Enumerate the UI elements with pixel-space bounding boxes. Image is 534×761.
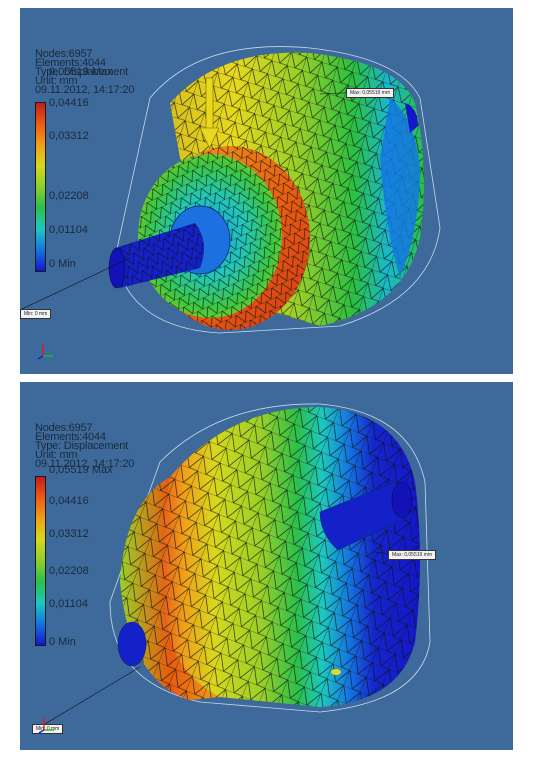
viewport-bottom[interactable]: Nodes:6957 Elements:4044 Type: Displacem… — [20, 382, 513, 750]
unit-label: Unit: mm — [35, 449, 78, 461]
axis-triad-icon[interactable] — [37, 342, 55, 360]
info-block: Nodes:6957 Elements:4044 Type: Displacem… — [35, 422, 135, 470]
result-type: Type: Displacement — [35, 440, 128, 452]
max-probe-label[interactable]: Max: 0,05519 mm — [346, 88, 395, 98]
load-marker-icon — [331, 669, 341, 675]
nodes-count: Nodes:6957 — [35, 48, 93, 60]
legend-max: 0,05519 Max — [49, 464, 113, 476]
min-probe-label[interactable]: Min: 0 mm — [20, 309, 52, 319]
legend-value-1: 0,01104 — [49, 224, 88, 236]
low-displacement-zone — [380, 98, 420, 278]
unit-label: Unit: mm — [35, 75, 78, 87]
info-block: Nodes:6957 Elements:4044 Type: Displacem… — [35, 48, 135, 96]
model-outline — [114, 46, 441, 334]
legend-value-4: 0,04416 — [49, 97, 89, 109]
result-type: Type: Displacement — [35, 66, 128, 78]
elements-count: Elements:4044 — [35, 431, 106, 443]
legend-max: 0,05519 Max — [49, 66, 113, 78]
axis-triad-icon[interactable] — [38, 716, 56, 734]
color-legend-bar — [35, 102, 46, 272]
nodes-count: Nodes:6957 — [35, 422, 93, 434]
model-outline — [109, 403, 431, 713]
elements-count: Elements:4044 — [35, 57, 106, 69]
legend-min: 0 Min — [49, 258, 76, 270]
legend-value-2: 0,02208 — [49, 565, 89, 577]
timestamp: 09.11.2012, 14:17:20 — [35, 84, 135, 96]
load-arrow-icon — [205, 77, 214, 134]
housing-mesh — [163, 407, 421, 707]
min-region — [405, 103, 418, 133]
legend-value-1: 0,01104 — [49, 598, 88, 610]
max-probe-label[interactable]: Max: 0,05519 mm — [388, 550, 437, 560]
legend-min: 0 Min — [49, 636, 76, 648]
fea-model-bottom[interactable] — [20, 382, 513, 750]
min-probe-label[interactable]: Min: 0 mm — [32, 724, 64, 734]
legend-value-2: 0,02208 — [49, 190, 89, 202]
fea-model-top[interactable] — [20, 8, 513, 374]
legend-value-3: 0,03312 — [49, 528, 89, 540]
front-shaft — [117, 621, 147, 667]
color-legend-bar — [35, 476, 46, 646]
timestamp: 09.11.2012, 14:17:20 — [35, 458, 135, 470]
legend-value-3: 0,03312 — [49, 130, 89, 142]
viewport-top[interactable]: Nodes:6957 Elements:4044 Type: Displacem… — [20, 8, 513, 374]
legend-value-4: 0,04416 — [49, 495, 89, 507]
